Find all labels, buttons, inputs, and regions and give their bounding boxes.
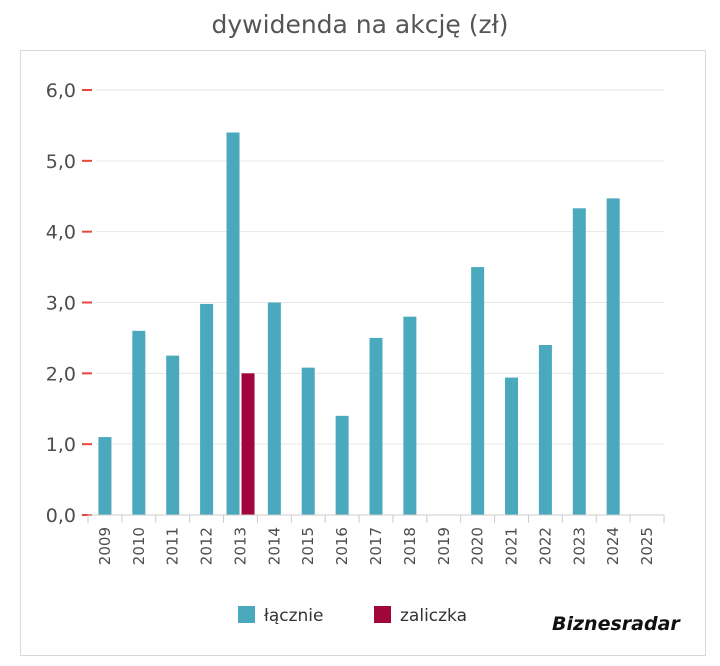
x-tick-label: 2012: [198, 527, 216, 565]
bar-łącznie-2022: [538, 345, 552, 515]
bar-łącznie-2011: [166, 355, 180, 515]
y-tick-label: 5,0: [46, 151, 76, 173]
bar-łącznie-2009: [98, 437, 112, 515]
bar-łącznie-2021: [505, 377, 519, 515]
x-tick-label: 2022: [536, 527, 554, 565]
x-tick-label: 2015: [299, 527, 317, 565]
x-tick-label: 2013: [231, 527, 249, 565]
bar-łącznie-2023: [572, 208, 586, 515]
bar-łącznie-2017: [369, 337, 383, 515]
chart-title: dywidenda na akcję (zł): [211, 10, 509, 39]
bar-łącznie-2013: [226, 132, 240, 515]
legend-label-laczne: łącznie: [264, 606, 323, 626]
y-tick-label: 3,0: [46, 293, 76, 315]
bar-łącznie-2018: [403, 316, 417, 515]
legend-label-zaliczka: zaliczka: [400, 606, 467, 626]
legend-swatch-zaliczka: [374, 606, 391, 623]
x-tick-label: 2011: [164, 527, 182, 565]
legend-swatch-laczne: [238, 606, 255, 623]
bar-łącznie-2024: [606, 198, 620, 515]
x-tick-label: 2017: [367, 527, 385, 565]
chart-panel: [20, 50, 706, 656]
bar-łącznie-2010: [132, 330, 146, 515]
brand-logo-text: Biznesradar: [552, 613, 681, 635]
y-tick-label: 1,0: [46, 434, 76, 456]
x-tick-label: 2023: [570, 527, 588, 565]
x-tick-label: 2019: [435, 527, 453, 565]
bar-łącznie-2016: [335, 415, 349, 515]
y-tick-label: 0,0: [46, 505, 76, 527]
x-tick-label: 2025: [638, 527, 656, 565]
y-tick-label: 6,0: [46, 80, 76, 102]
bars: [98, 132, 620, 515]
x-tick-label: 2024: [604, 527, 622, 565]
x-tick-label: 2018: [401, 527, 419, 565]
x-tick-label: 2021: [503, 527, 521, 565]
bar-zaliczka-2013: [241, 373, 255, 515]
bar-łącznie-2015: [301, 367, 315, 515]
bar-łącznie-2020: [471, 267, 485, 515]
axes: 0,0 1,0 2,0 3,0 4,0 5,0 6,0 2009 2010 2011 2012 201…: [46, 80, 665, 565]
y-tick-label: 2,0: [46, 363, 76, 385]
grid-lines: [96, 89, 664, 445]
bar-łącznie-2014: [267, 302, 281, 515]
x-tick-label: 2010: [130, 527, 148, 565]
x-tick-label: 2016: [333, 527, 351, 565]
y-tick-label: 4,0: [46, 222, 76, 244]
x-tick-label: 2014: [265, 527, 283, 565]
legend: łącznie zaliczka: [238, 606, 467, 626]
x-tick-label: 2020: [469, 527, 487, 565]
x-tick-label: 2009: [96, 527, 114, 565]
bar-łącznie-2012: [200, 303, 214, 515]
